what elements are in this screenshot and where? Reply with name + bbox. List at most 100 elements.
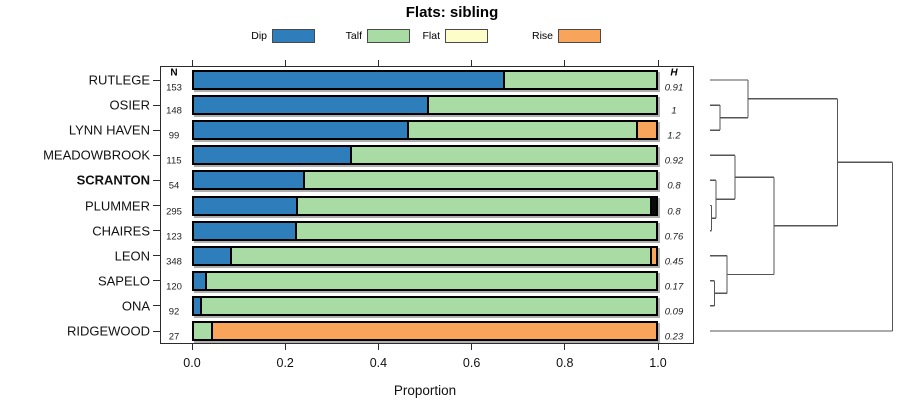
- h-value-5: 0.8: [667, 206, 681, 217]
- h-value-4: 0.8: [667, 180, 681, 192]
- bar-segment-talf: [408, 122, 638, 139]
- bar-5: [192, 195, 658, 216]
- x-tick-top: [471, 59, 473, 66]
- n-value-1: 148: [166, 105, 182, 117]
- bar-8: [192, 270, 658, 291]
- legend-swatch-flat: [445, 29, 488, 43]
- n-value-8: 120: [166, 281, 182, 293]
- bar-0: [192, 70, 658, 90]
- bar-2: [192, 120, 658, 141]
- bar-segment-talf: [505, 72, 656, 88]
- legend-swatch-dip: [272, 29, 315, 43]
- x-tick-bottom: [657, 343, 659, 350]
- row-label-8: SAPELO: [97, 273, 150, 289]
- bar-segment-rise: [637, 122, 656, 139]
- bar-segment-rise: [212, 323, 656, 339]
- y-tick: [152, 104, 160, 106]
- h-value-1: 1: [671, 105, 677, 117]
- row-label-3: MEADOWBROOK: [43, 147, 150, 163]
- bar-segment-dark: [652, 197, 656, 214]
- x-tick-bottom: [564, 343, 566, 350]
- y-tick: [152, 255, 160, 257]
- n-value-0: 153: [166, 82, 182, 94]
- bar-segment-dip: [194, 122, 409, 139]
- h-value-0: 0.91: [664, 82, 684, 94]
- chart-title: Flats: sibling: [405, 4, 499, 21]
- bar-3: [192, 145, 658, 166]
- plot-frame: [159, 66, 694, 344]
- row-label-4: SCRANTON: [76, 172, 150, 188]
- bar-segment-talf: [297, 197, 653, 214]
- row-label-10: RIDGEWOOD: [66, 323, 150, 339]
- bar-segment-dip: [194, 147, 352, 164]
- n-value-10: 27: [168, 331, 180, 343]
- x-tick-bottom: [284, 343, 286, 350]
- n-value-7: 348: [166, 256, 182, 268]
- x-tick-label: 0.4: [369, 356, 388, 370]
- bar-segment-dip: [194, 197, 298, 214]
- legend-swatch-talf: [367, 29, 410, 43]
- x-axis-title: Proportion: [393, 383, 457, 398]
- row-label-2: LYNN HAVEN: [68, 122, 150, 138]
- legend-label-talf: Talf: [345, 30, 362, 42]
- bar-4: [192, 170, 658, 191]
- n-value-5: 295: [166, 206, 182, 217]
- bar-segment-talf: [194, 323, 213, 339]
- x-tick-label: 0.0: [183, 356, 201, 370]
- bar-segment-talf: [296, 222, 656, 239]
- row-label-9: ONA: [121, 298, 150, 314]
- h-value-10: 0.23: [664, 331, 684, 343]
- x-tick-bottom: [191, 343, 193, 350]
- bar-segment-talf: [207, 272, 656, 289]
- row-label-7: LEON: [114, 248, 150, 264]
- n-value-2: 99: [168, 130, 180, 142]
- y-tick: [152, 79, 160, 81]
- row-label-5: PLUMMER: [84, 198, 150, 213]
- bar-10: [192, 321, 658, 341]
- bar-segment-dip: [194, 172, 306, 189]
- x-tick-bottom: [377, 343, 379, 350]
- legend-label-flat: Flat: [422, 30, 440, 42]
- x-tick-top: [191, 59, 193, 66]
- legend-swatch-rise: [558, 29, 601, 43]
- x-tick-top: [564, 59, 566, 66]
- h-value-2: 1.2: [667, 130, 681, 142]
- y-tick: [152, 280, 160, 282]
- bar-segment-talf: [231, 247, 653, 264]
- bar-segment-dip: [194, 272, 208, 289]
- x-tick-top: [377, 59, 379, 66]
- n-column-header: N: [170, 67, 178, 79]
- row-label-0: RUTLEGE: [88, 72, 150, 88]
- bar-segment-rise: [652, 247, 656, 264]
- bar-segment-dip: [194, 97, 430, 114]
- h-value-3: 0.92: [664, 155, 684, 167]
- y-tick: [152, 330, 160, 332]
- y-tick: [152, 129, 160, 131]
- n-value-6: 123: [166, 231, 182, 243]
- bar-segment-talf: [351, 147, 656, 164]
- bar-9: [192, 295, 658, 316]
- h-value-8: 0.17: [664, 281, 684, 293]
- legend-label-rise: Rise: [531, 30, 553, 42]
- bar-segment-dip: [194, 297, 203, 314]
- x-tick-bottom: [471, 343, 473, 350]
- x-tick-label: 0.6: [462, 356, 481, 370]
- bar-segment-talf: [429, 97, 656, 114]
- bar-segment-talf: [305, 172, 656, 189]
- x-tick-label: 0.8: [556, 356, 574, 370]
- x-tick-label: 1.0: [649, 356, 667, 370]
- legend-label-dip: Dip: [251, 30, 267, 42]
- x-tick-top: [657, 59, 659, 66]
- y-tick: [152, 305, 160, 307]
- x-tick-top: [284, 59, 286, 66]
- h-column-header: H: [670, 67, 678, 79]
- n-value-9: 92: [168, 306, 180, 318]
- bar-1: [192, 95, 658, 116]
- n-value-4: 54: [168, 180, 180, 192]
- h-value-7: 0.45: [664, 256, 684, 268]
- y-tick: [152, 154, 160, 156]
- bar-segment-talf: [202, 297, 656, 314]
- h-value-9: 0.09: [664, 306, 684, 318]
- bar-segment-dip: [194, 247, 232, 264]
